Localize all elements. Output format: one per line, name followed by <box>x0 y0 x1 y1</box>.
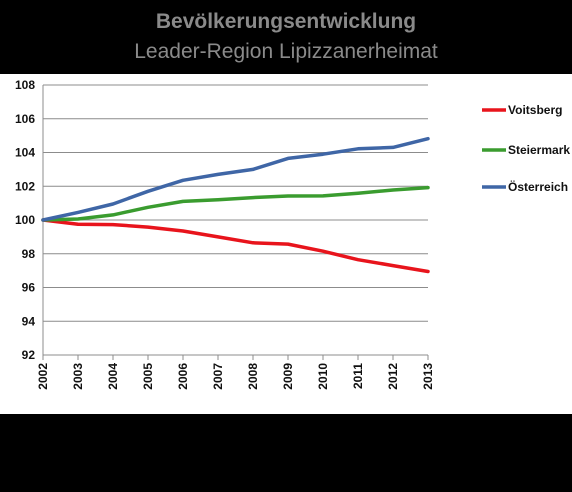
y-tick-label: 96 <box>22 281 36 295</box>
y-tick-label: 98 <box>22 247 36 261</box>
legend-label: Österreich <box>508 179 568 194</box>
chart-subtitle: Leader-Region Lipizzanerheimat <box>134 40 438 63</box>
plot-panel: 92 94 96 98 100 102 104 106 108 2002 2003 2004 2005 2… <box>0 74 572 414</box>
chart-title: Bevölkerungsentwicklung <box>155 10 417 33</box>
x-tick-label: 2009 <box>281 363 295 390</box>
legend-label: Steiermark <box>508 143 570 157</box>
x-tick-label: 2005 <box>141 363 155 390</box>
series-line-1 <box>41 218 430 274</box>
line-chart: 92 94 96 98 100 102 104 106 108 2002 2003 2004 2005 2… <box>15 78 570 390</box>
x-tick-label: 2007 <box>211 363 225 390</box>
x-tick-label: 2011 <box>351 363 365 389</box>
y-tick-label: 104 <box>15 146 35 160</box>
y-tick-label: 102 <box>15 179 35 193</box>
x-tick-label: 2008 <box>246 363 260 390</box>
series-line-2 <box>41 185 430 222</box>
x-tick-label: 2003 <box>71 363 85 390</box>
legend-label: Voitsberg <box>508 103 562 117</box>
x-tick-label: 2012 <box>386 363 400 390</box>
series-line-3 <box>41 136 430 222</box>
y-tick-label: 106 <box>15 112 35 126</box>
x-tick-label: 2002 <box>36 363 50 390</box>
y-tick-label: 94 <box>22 314 36 328</box>
title-band: Bevölkerungsentwicklung Leader-Region Li… <box>0 0 572 74</box>
x-tick-label: 2004 <box>106 363 120 390</box>
x-tick-label: 2010 <box>316 363 330 390</box>
y-tick-label: 100 <box>15 213 35 227</box>
x-tick-label: 2013 <box>421 363 435 390</box>
x-tick-label: 2006 <box>176 363 190 390</box>
y-tick-label: 92 <box>22 348 36 362</box>
y-tick-label: 108 <box>15 78 35 92</box>
